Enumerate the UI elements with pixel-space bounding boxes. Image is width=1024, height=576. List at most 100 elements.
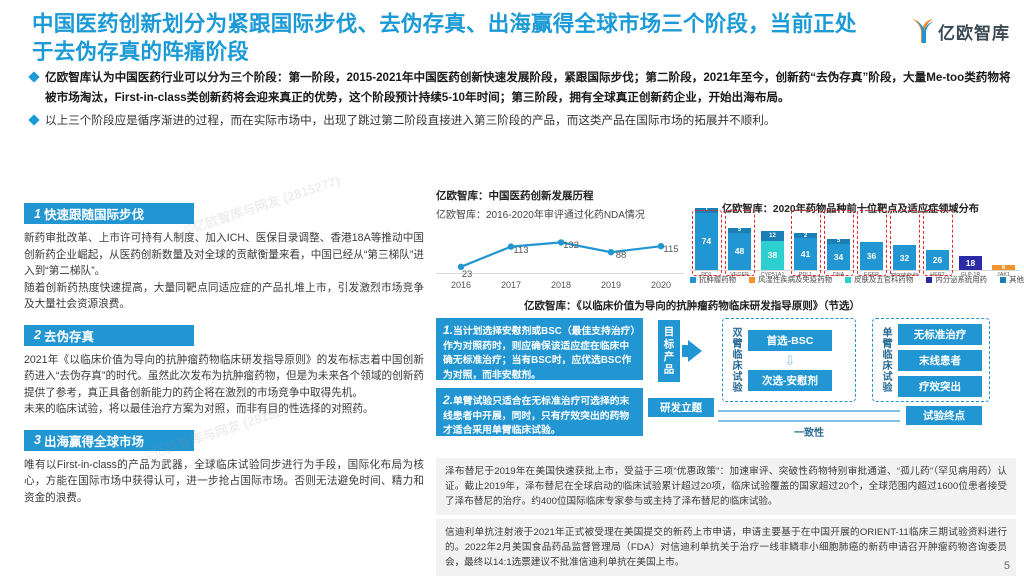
diagram-note-2: 2.单臂试验只适合在无标准治疗可选择的末线患者中开展，同时，只有疗效突出的药物才… — [436, 388, 643, 436]
note-number: 1. — [443, 323, 454, 337]
consistency-line-top — [718, 410, 900, 412]
phase-body-3: 唯有以First-in-class的产品为武器，全球临床试验同步进行为手段，国际… — [24, 457, 424, 507]
phase-section-1: 1 快速跟随国际步伐 新药审批改革、上市许可持有人制度、加入ICH、医保目录调整… — [24, 203, 424, 313]
bullet-text: 亿欧智库认为中国医药行业可以分为三个阶段：第一阶段，2015-2021年中国医药… — [45, 71, 1011, 104]
bar-column: 18 — [954, 212, 987, 270]
phases-column: 1 快速跟随国际步伐 新药审批改革、上市许可持有人制度、加入ICH、医保目录调整… — [24, 203, 424, 518]
bullet-text: 以上三个阶段应是循序渐进的过程，而在实际市场中，出现了跳过第二阶段直接进入第三阶… — [45, 114, 776, 127]
legend-item: 风湿性疾病及免疫药物 — [749, 274, 832, 285]
bar-segment: 38 — [761, 240, 784, 270]
bullet-item: 以上三个阶段应是循序渐进的过程，而在实际市场中，出现了跳过第二阶段直接进入第三阶… — [28, 111, 1012, 131]
legend-swatch-icon — [749, 276, 756, 283]
page-title: 中国医药创新划分为紧跟国际步伐、去伪存真、出海赢得全球市场三个阶段，当前正处于去… — [32, 12, 857, 64]
bar-stack: 36 — [860, 242, 883, 270]
bar-chart-tick: GLP-1R — [960, 272, 981, 278]
phase-header-3: 3 出海赢得全球市场 — [24, 429, 194, 451]
legend-item: 内分泌系统用药 — [926, 274, 987, 285]
bar-stack: 26 — [926, 249, 949, 270]
note-text: 当计划选择安慰剂或BSC（最佳支持治疗）作为对照药时，则应确保该适应症在临床中确… — [443, 326, 636, 381]
line-chart-tick: 2016 — [450, 280, 472, 290]
line-chart-value: 132 — [563, 240, 579, 252]
bar-column: 26 — [921, 212, 954, 270]
target-product-box: 目标产品 — [658, 320, 680, 382]
phase-paragraph: 新药审批改革、上市许可持有人制度、加入ICH、医保目录调整、香港18A等推动中国… — [24, 232, 424, 277]
note-number: 2. — [443, 393, 454, 407]
logo: 亿欧智库 — [909, 16, 1010, 46]
bar-column: 6 — [987, 212, 1020, 271]
bar-segment: 2 — [794, 233, 817, 239]
phase-paragraph: 唯有以First-in-class的产品为武器，全球临床试验同步进行为手段，国际… — [24, 458, 424, 504]
bar-stack: 18 — [959, 256, 982, 270]
bar-segment: 74 — [695, 212, 718, 270]
legend-label: 内分泌系统用药 — [935, 275, 988, 284]
chip-first-choice: 首选-BSC — [748, 329, 832, 351]
line-chart-tick: 2019 — [600, 280, 622, 290]
bar-segment: 32 — [893, 245, 916, 270]
line-chart-title: 亿欧智库：中国医药创新发展历程 — [436, 190, 594, 202]
bar-chart-tick: JAK1 — [997, 272, 1010, 278]
legend-swatch-icon — [926, 276, 933, 283]
bar-column: 36 — [855, 212, 888, 270]
single-arm-chips: 无标准治疗 末线患者 疗效突出 — [898, 323, 982, 397]
phase-paragraph: 随着创新药热度快速提高，大量同靶点同适应症的产品扎堆上市，引发激烈市场竞争及大量… — [24, 281, 424, 311]
case-paragraph-2: 信迪利单抗注射液于2021年正式被受理在美国提交的新药上市申请，申请主要基于在中… — [436, 519, 1016, 576]
legend-label: 风湿性疾病及免疫药物 — [758, 275, 832, 284]
line-chart-value: 88 — [615, 250, 627, 262]
line-chart-series — [457, 239, 665, 270]
trial-endpoint-box: 试验终点 — [906, 406, 982, 425]
line-chart-value: 115 — [663, 244, 679, 256]
bar-column: 2 41 — [789, 212, 822, 270]
phase-header-1: 1 快速跟随国际步伐 — [24, 203, 194, 224]
line-chart-tick: 2018 — [550, 280, 572, 290]
phase-title: 快速跟随国际步伐 — [43, 208, 144, 222]
chip-second-choice: 次选-安慰剂 — [748, 369, 832, 391]
consistency-label: 一致性 — [794, 428, 824, 439]
bar-stack: 5 48 — [728, 227, 751, 270]
dual-arm-label: 双臂临床试验 — [730, 327, 741, 393]
bar-segment: 48 — [728, 232, 751, 270]
bar-stack: 12 38 — [761, 231, 784, 270]
line-chart-tick: 2020 — [650, 280, 672, 290]
phase-paragraph: 2021年《以临床价值为导向的抗肿瘤药物临床研发指导原则》的发布标志着中国创新药… — [24, 353, 424, 399]
case-paragraph-1: 泽布替尼于2019年在美国快速获批上市，受益于三项“优惠政策”：加速审评、突破性… — [436, 458, 1016, 515]
rd-topic-box: 研发立题 — [648, 398, 714, 417]
diamond-bullet-icon — [28, 71, 40, 83]
chip-no-standard-therapy: 无标准治疗 — [898, 323, 982, 345]
consistency-line-bottom — [718, 420, 900, 422]
bar-column: 5 34 — [822, 212, 855, 270]
bar-segment: 18 — [959, 256, 982, 270]
logo-text: 亿欧智库 — [938, 23, 1010, 43]
bar-segment: 34 — [827, 243, 850, 270]
guideline-diagram: 1.当计划选择安慰剂或BSC（最佳支持治疗）作为对照药时，则应确保该适应症在临床… — [436, 314, 1016, 442]
bar-segment: 36 — [860, 242, 883, 270]
phase-header-2: 2 去伪存真 — [24, 324, 194, 346]
bar-chart-bars: 1 74 5 48 12 38 2 41 5 34 36 32 26 18 6 — [690, 207, 1020, 271]
single-arm-group: 单臂临床试验 无标准治疗 末线患者 疗效突出 — [872, 318, 990, 402]
phase-body-1: 新药审批改革、上市许可持有人制度、加入ICH、医保目录调整、香港18A等推动中国… — [24, 230, 424, 313]
flow-arrow-shaft — [682, 345, 692, 357]
bar-segment: 6 — [992, 265, 1015, 271]
line-chart-axis — [436, 273, 684, 274]
legend-label: 其他 — [1009, 275, 1024, 284]
bar-segment: 5 — [728, 227, 751, 233]
bullet-item: 亿欧智库认为中国医药行业可以分为三个阶段：第一阶段，2015-2021年中国医药… — [28, 68, 1012, 107]
legend-item: 皮肤及五官科药物 — [845, 274, 913, 285]
bar-chart-legend: 抗肿瘤药物 风湿性疾病及免疫药物 皮肤及五官科药物 内分泌系统用药 其他 — [690, 274, 1024, 285]
bar-stack: 1 74 — [695, 207, 718, 270]
phase-number: 3 — [34, 433, 41, 447]
legend-swatch-icon — [690, 276, 696, 283]
line-chart: 23 113 132 88 115 2016 2017 2018 2019 2020 — [436, 228, 686, 290]
dual-arm-chips: 首选-BSC ⇩ 次选-安慰剂 — [748, 329, 832, 391]
line-chart-subtitle: 亿欧智库：2016-2020年审评通过化药NDA情况 — [436, 210, 645, 221]
phase-section-3: 3 出海赢得全球市场 唯有以First-in-class的产品为武器，全球临床试… — [24, 429, 424, 507]
legend-label: 皮肤及五官科药物 — [854, 275, 914, 284]
bar-segment: 5 — [827, 238, 850, 244]
bar-column: 5 48 — [723, 212, 756, 270]
phase-number: 2 — [34, 328, 41, 342]
page-number: 5 — [1003, 560, 1010, 572]
bar-column: 12 38 — [756, 212, 789, 270]
note-text: 单臂试验只适合在无标准治疗可选择的末线患者中开展，同时，只有疗效突出的药物才适合… — [443, 396, 630, 436]
line-chart-tick: 2017 — [500, 280, 522, 290]
bar-stack: 32 — [893, 245, 916, 270]
